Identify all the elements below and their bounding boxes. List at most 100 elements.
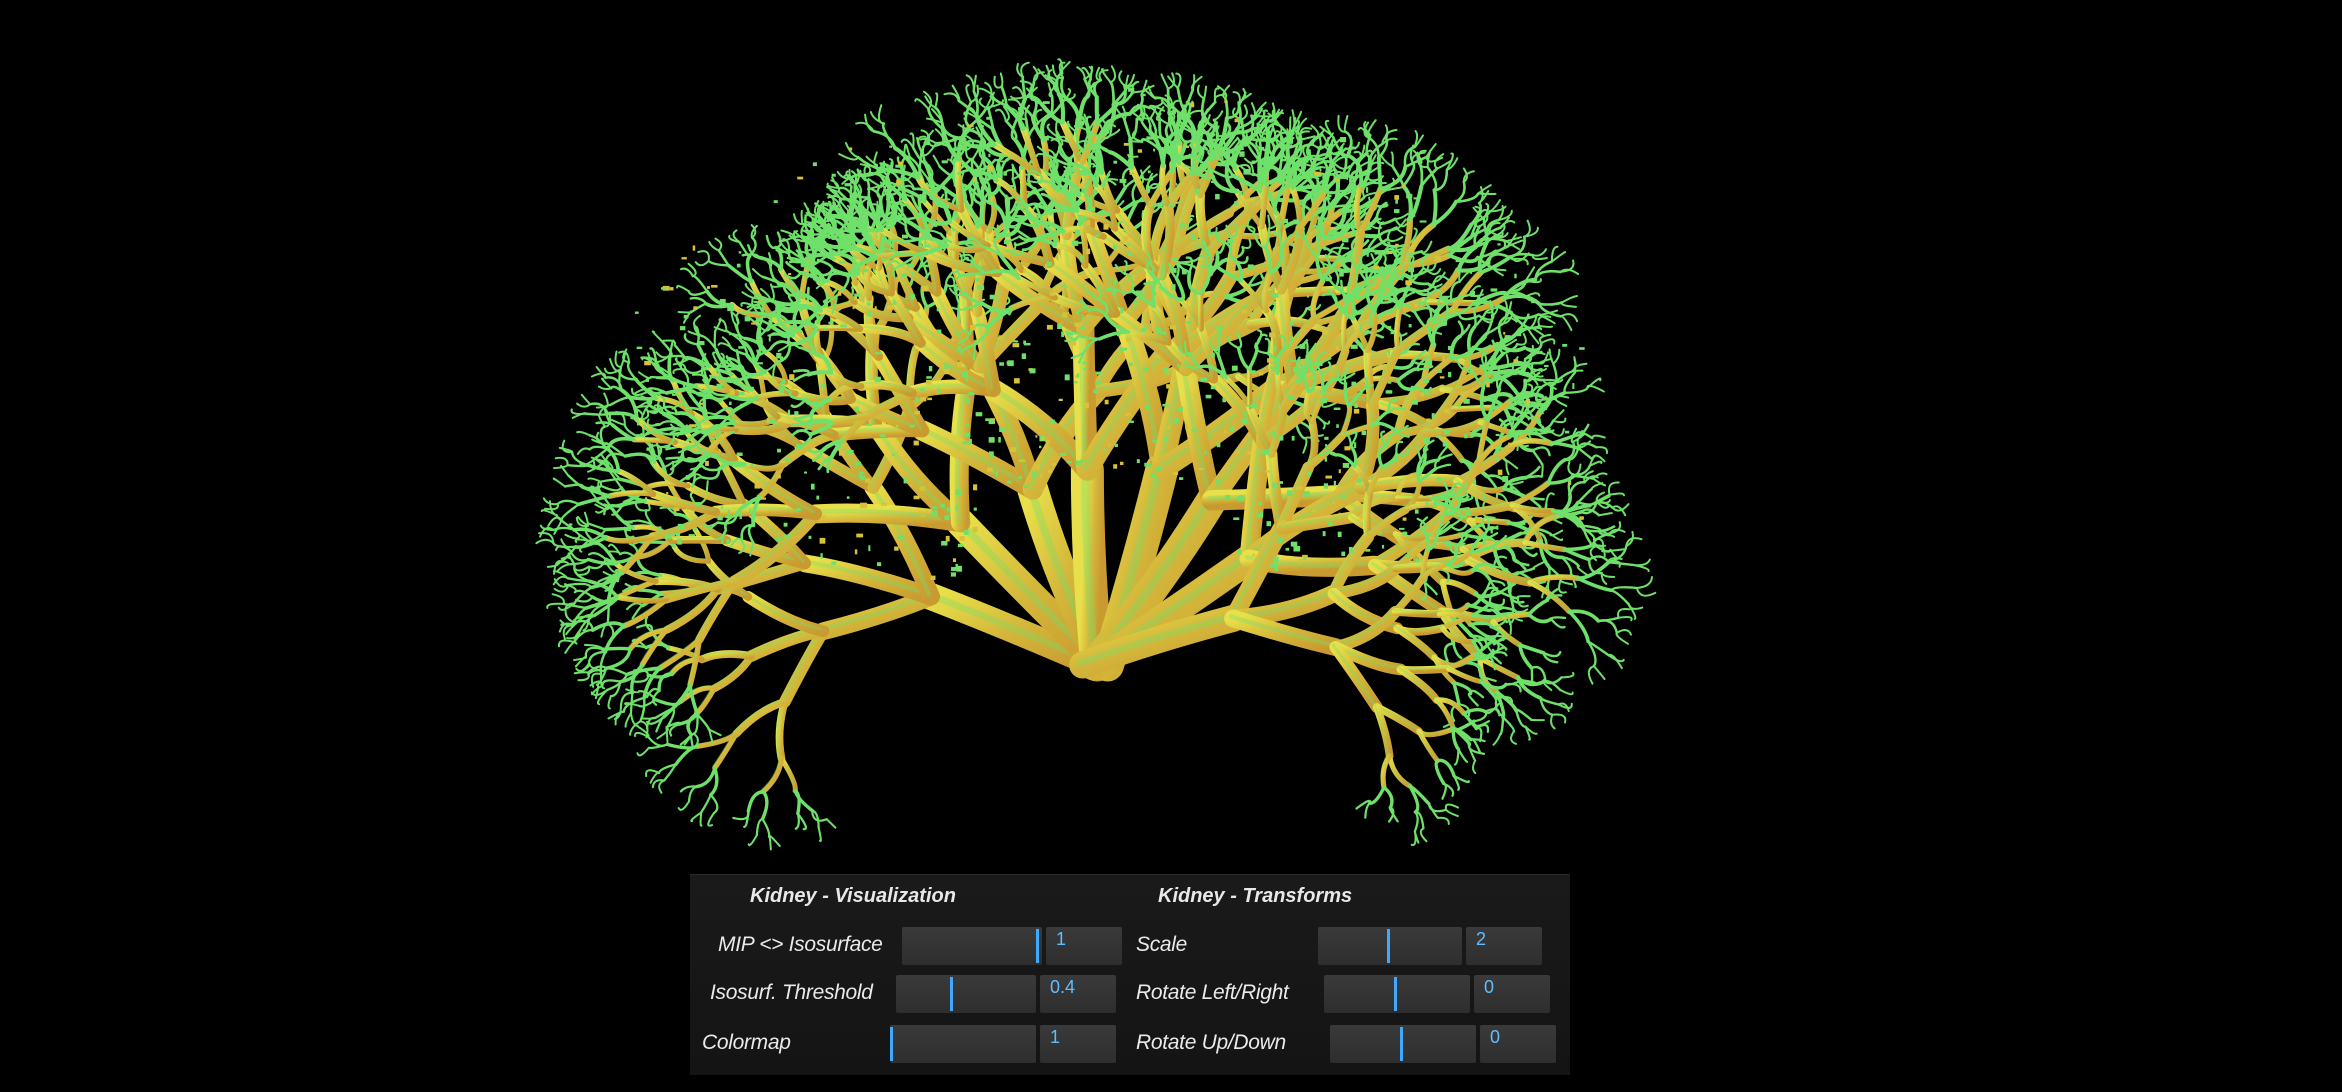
capillary-speck	[732, 378, 739, 382]
scale-value[interactable]: 2	[1466, 927, 1542, 965]
capillary-branch	[1471, 691, 1483, 697]
capillary-speck	[1062, 312, 1067, 317]
colormap-value[interactable]: 1	[1040, 1025, 1116, 1063]
scale-slider-thumb[interactable]	[1387, 929, 1390, 963]
capillary-branch	[588, 478, 600, 481]
isosurf-threshold-slider[interactable]	[896, 975, 1036, 1013]
rotate-left-right-slider[interactable]	[1324, 975, 1470, 1013]
capillary-branch	[679, 312, 692, 313]
capillary-speck	[1579, 347, 1584, 350]
capillary-speck	[896, 425, 899, 428]
capillary-speck	[973, 484, 977, 490]
capillary-speck	[689, 534, 695, 536]
capillary-speck	[1057, 323, 1062, 329]
capillary-speck	[967, 237, 973, 240]
capillary-speck	[1272, 432, 1275, 438]
capillary-speck	[1498, 470, 1503, 476]
mip-isosurface-value[interactable]: 1	[1046, 927, 1122, 965]
visualization-section-title: Kidney - Visualization	[750, 885, 956, 908]
mip-isosurface-slider-thumb[interactable]	[1036, 929, 1039, 963]
isosurf-threshold-value[interactable]: 0.4	[1040, 975, 1116, 1013]
capillary-speck	[999, 335, 1004, 340]
capillary-speck	[1154, 467, 1161, 471]
capillary-branch	[1365, 803, 1369, 817]
isosurf-threshold-slider-thumb[interactable]	[950, 977, 953, 1011]
capillary-branch	[1562, 302, 1576, 306]
capillary-speck	[956, 505, 958, 510]
rotate-left-right-slider-thumb[interactable]	[1394, 977, 1397, 1011]
capillary-speck	[1044, 136, 1048, 140]
capillary-speck	[840, 325, 847, 328]
capillary-speck	[1072, 241, 1078, 246]
capillary-speck	[1373, 266, 1379, 270]
capillary-branch	[1464, 710, 1486, 714]
rotate-up-down-slider[interactable]	[1330, 1025, 1476, 1063]
capillary-speck	[1082, 362, 1087, 364]
capillary-speck	[1010, 185, 1014, 187]
capillary-speck	[820, 553, 822, 558]
mip-isosurface-slider[interactable]	[902, 927, 1042, 965]
capillary-branch	[570, 551, 588, 561]
capillary-speck	[1164, 438, 1168, 441]
capillary-speck	[855, 462, 861, 465]
capillary-speck	[999, 427, 1005, 432]
capillary-speck	[1199, 255, 1203, 257]
capillary-speck	[1340, 137, 1346, 142]
capillary-branch	[1553, 410, 1563, 421]
capillary-speck	[868, 545, 870, 551]
rotate-up-down-value[interactable]: 0	[1480, 1025, 1556, 1063]
capillary-speck	[696, 502, 701, 506]
capillary-branch	[685, 334, 698, 344]
capillary-speck	[1238, 549, 1242, 554]
capillary-branch	[748, 256, 752, 281]
capillary-speck	[847, 496, 850, 499]
colormap-slider-thumb[interactable]	[890, 1027, 893, 1061]
capillary-branch	[879, 105, 884, 123]
capillary-speck	[1113, 245, 1117, 250]
capillary-branch	[1473, 615, 1496, 617]
capillary-speck	[1270, 563, 1277, 568]
capillary-speck	[721, 506, 723, 508]
capillary-speck	[794, 411, 798, 415]
capillary-speck	[1166, 384, 1173, 388]
capillary-speck	[1079, 183, 1085, 188]
capillary-branch	[659, 780, 664, 792]
capillary-branch	[701, 795, 710, 812]
capillary-branch	[1637, 577, 1652, 588]
colormap-slider[interactable]	[890, 1025, 1036, 1063]
capillary-branch	[1553, 350, 1559, 364]
capillary-speck	[849, 147, 852, 150]
scale-slider[interactable]	[1318, 927, 1462, 965]
capillary-speck	[1338, 513, 1340, 516]
capillary-speck	[1007, 481, 1012, 484]
capillary-branch	[868, 179, 881, 187]
capillary-speck	[1341, 496, 1346, 499]
capillary-speck	[1424, 379, 1430, 383]
capillary-branch	[1144, 114, 1150, 126]
capillary-speck	[725, 516, 732, 518]
capillary-speck	[1386, 390, 1393, 393]
capillary-speck	[821, 515, 825, 518]
rotate-left-right-value[interactable]: 0	[1474, 975, 1550, 1013]
capillary-branch	[719, 250, 729, 265]
capillary-speck	[1036, 464, 1040, 470]
capillary-speck	[635, 312, 639, 314]
capillary-speck	[1224, 294, 1230, 298]
capillary-speck	[854, 407, 858, 412]
capillary-branch	[1533, 450, 1542, 464]
capillary-speck	[728, 510, 730, 516]
rotate-up-down-slider-thumb[interactable]	[1400, 1027, 1403, 1061]
capillary-speck	[897, 536, 903, 539]
capillary-speck	[1216, 479, 1219, 484]
capillary-speck	[866, 424, 872, 426]
capillary-speck	[828, 322, 833, 324]
capillary-speck	[944, 515, 949, 520]
capillary-speck	[1336, 346, 1339, 351]
capillary-speck	[929, 366, 932, 371]
capillary-branch	[1562, 673, 1574, 677]
capillary-speck	[661, 287, 666, 290]
capillary-speck	[716, 384, 722, 390]
capillary-branch	[1619, 617, 1632, 620]
capillary-speck	[1171, 284, 1175, 290]
capillary-speck	[1035, 192, 1039, 195]
